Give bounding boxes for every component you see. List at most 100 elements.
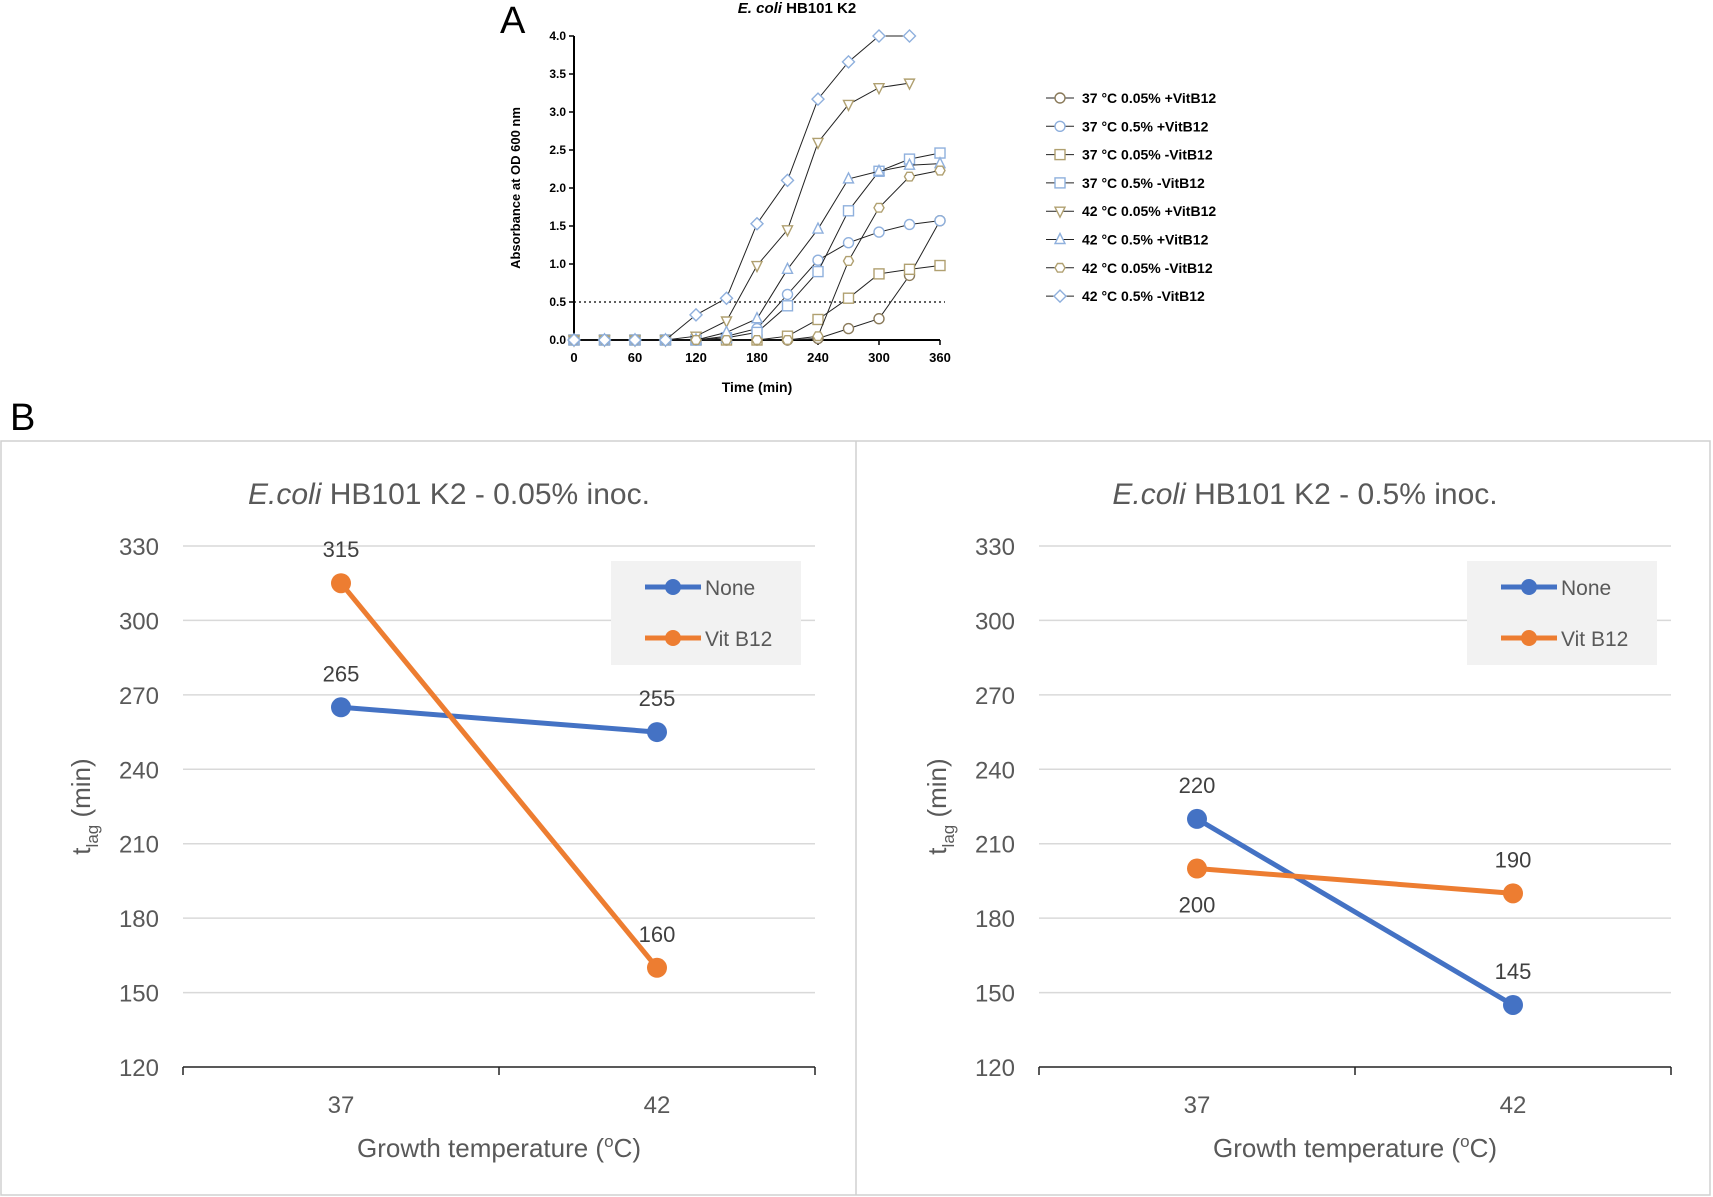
data-point	[720, 316, 733, 329]
data-point	[873, 202, 885, 213]
y-tick-label: 1.0	[549, 257, 566, 271]
data-point	[750, 260, 764, 274]
data-point	[842, 205, 855, 217]
y-axis-label: tlag (min)	[922, 758, 958, 854]
legend-entry: Vit B12	[645, 628, 772, 651]
series-8	[567, 29, 917, 347]
legend-marker	[665, 579, 681, 595]
series-2	[568, 214, 946, 346]
x-axis-label-end: C)	[614, 1133, 641, 1163]
legend-label: 37 °C 0.5% +VitB12	[1082, 118, 1209, 134]
legend-label: None	[705, 577, 755, 600]
legend-marker	[665, 630, 681, 646]
y-tick-label: 270	[119, 683, 159, 710]
series-line	[339, 581, 659, 970]
x-axis-label-main: Growth temperature (	[357, 1133, 604, 1163]
data-point	[812, 313, 824, 326]
legend-entry: None	[1501, 577, 1611, 600]
data-point	[720, 335, 733, 345]
x-tick-label: 0	[570, 350, 577, 365]
y-tick-label: 0.5	[549, 295, 566, 309]
y-tick-label: 330	[119, 534, 159, 561]
y-tick-label: 240	[119, 757, 159, 784]
data-point	[842, 237, 855, 249]
legend-marker	[1054, 120, 1066, 133]
chart-title-italic: E.coli	[248, 478, 323, 511]
legend-entry: 37 °C 0.5% +VitB12	[1046, 118, 1209, 134]
legend-marker	[1054, 92, 1066, 104]
x-tick-label: 360	[929, 350, 951, 365]
y-axis-label-end: (min)	[66, 758, 96, 824]
chart-title-rest: HB101 K2 - 0.05% inoc.	[321, 478, 650, 511]
series-none	[331, 697, 667, 743]
data-point	[689, 307, 703, 322]
lag-time-charts: E.coli HB101 K2 - 0.05% inoc. 120 150 180 21…	[0, 440, 1711, 1196]
data-point	[842, 255, 855, 266]
legend-entry: 37 °C 0.05% -VitB12	[1046, 147, 1213, 163]
legend-entry: 37 °C 0.05% +VitB12	[1046, 90, 1216, 106]
chart-title: E. coli HB101 K2	[738, 0, 856, 17]
data-point	[781, 225, 794, 238]
series-line	[340, 704, 658, 735]
data-point	[781, 300, 794, 312]
data-point	[781, 335, 794, 345]
data-point	[331, 573, 351, 594]
legend-entry: 37 °C 0.5% -VitB12	[1046, 175, 1205, 191]
lag-low-chart: E.coli HB101 K2 - 0.05% inoc. 120 150 180 21…	[66, 478, 816, 1163]
legend-entry: 42 °C 0.05% +VitB12	[1046, 203, 1216, 219]
chart-title-italic: E.coli	[1112, 478, 1187, 511]
data-label: 190	[1495, 847, 1532, 872]
y-axis-label-main: t	[922, 847, 952, 855]
data-point	[812, 331, 824, 342]
legend-marker	[1053, 206, 1067, 219]
chart-title-rest: HB101 K2 - 0.5% inoc.	[1186, 478, 1498, 511]
y-tick-label: 150	[119, 981, 159, 1008]
legend-label: 37 °C 0.5% -VitB12	[1082, 175, 1205, 191]
legend-label: 37 °C 0.05% -VitB12	[1082, 147, 1213, 163]
x-tick-label: 180	[746, 350, 768, 365]
data-point	[903, 78, 916, 91]
y-tick-label: 4.0	[549, 29, 566, 43]
x-tick-label: 240	[807, 350, 829, 365]
data-point	[781, 261, 794, 275]
y-tick-label: 2.5	[549, 143, 566, 157]
legend-entry: 42 °C 0.5% -VitB12	[1046, 288, 1205, 304]
y-axis-label: tlag (min)	[66, 758, 102, 854]
data-point	[934, 259, 946, 272]
data-point	[841, 54, 856, 69]
legend-label: 42 °C 0.5% -VitB12	[1082, 288, 1205, 304]
chart-title-italic: E. coli	[738, 0, 783, 17]
panel-label-a: A	[500, 0, 526, 42]
legend-label: None	[1561, 577, 1611, 600]
data-point	[719, 291, 734, 306]
data-label: 160	[639, 922, 676, 947]
y-tick-label: 330	[975, 534, 1015, 561]
legend-entry: Vit B12	[1501, 628, 1628, 651]
data-point	[872, 163, 886, 176]
data-point	[812, 254, 824, 266]
x-axis-label-end: C)	[1470, 1133, 1497, 1163]
legend-marker	[1521, 630, 1537, 646]
data-point	[903, 171, 916, 182]
data-label: 220	[1179, 773, 1216, 798]
y-axis-label-sub: lag	[83, 825, 102, 848]
data-point	[842, 322, 855, 335]
legend-marker	[1054, 177, 1066, 189]
data-point	[934, 165, 946, 176]
y-tick-label: 3.0	[549, 105, 566, 119]
series-line	[1195, 816, 1515, 1008]
legend-label: 42 °C 0.5% +VitB12	[1082, 232, 1209, 248]
legend-label: Vit B12	[705, 628, 772, 651]
data-point	[873, 313, 885, 325]
y-tick-label: 270	[975, 683, 1015, 710]
series-6	[567, 156, 947, 345]
legend-marker	[1053, 231, 1067, 245]
y-tick-label: 120	[975, 1055, 1015, 1082]
legend-label: 42 °C 0.05% +VitB12	[1082, 203, 1216, 219]
legend-label: Vit B12	[1561, 628, 1628, 651]
y-tick-label: 2.0	[549, 181, 566, 195]
data-point	[1187, 808, 1207, 829]
x-axis-label: Growth temperature (oC)	[357, 1132, 641, 1163]
x-axis-label-sup: o	[604, 1132, 613, 1151]
data-point	[647, 722, 667, 743]
